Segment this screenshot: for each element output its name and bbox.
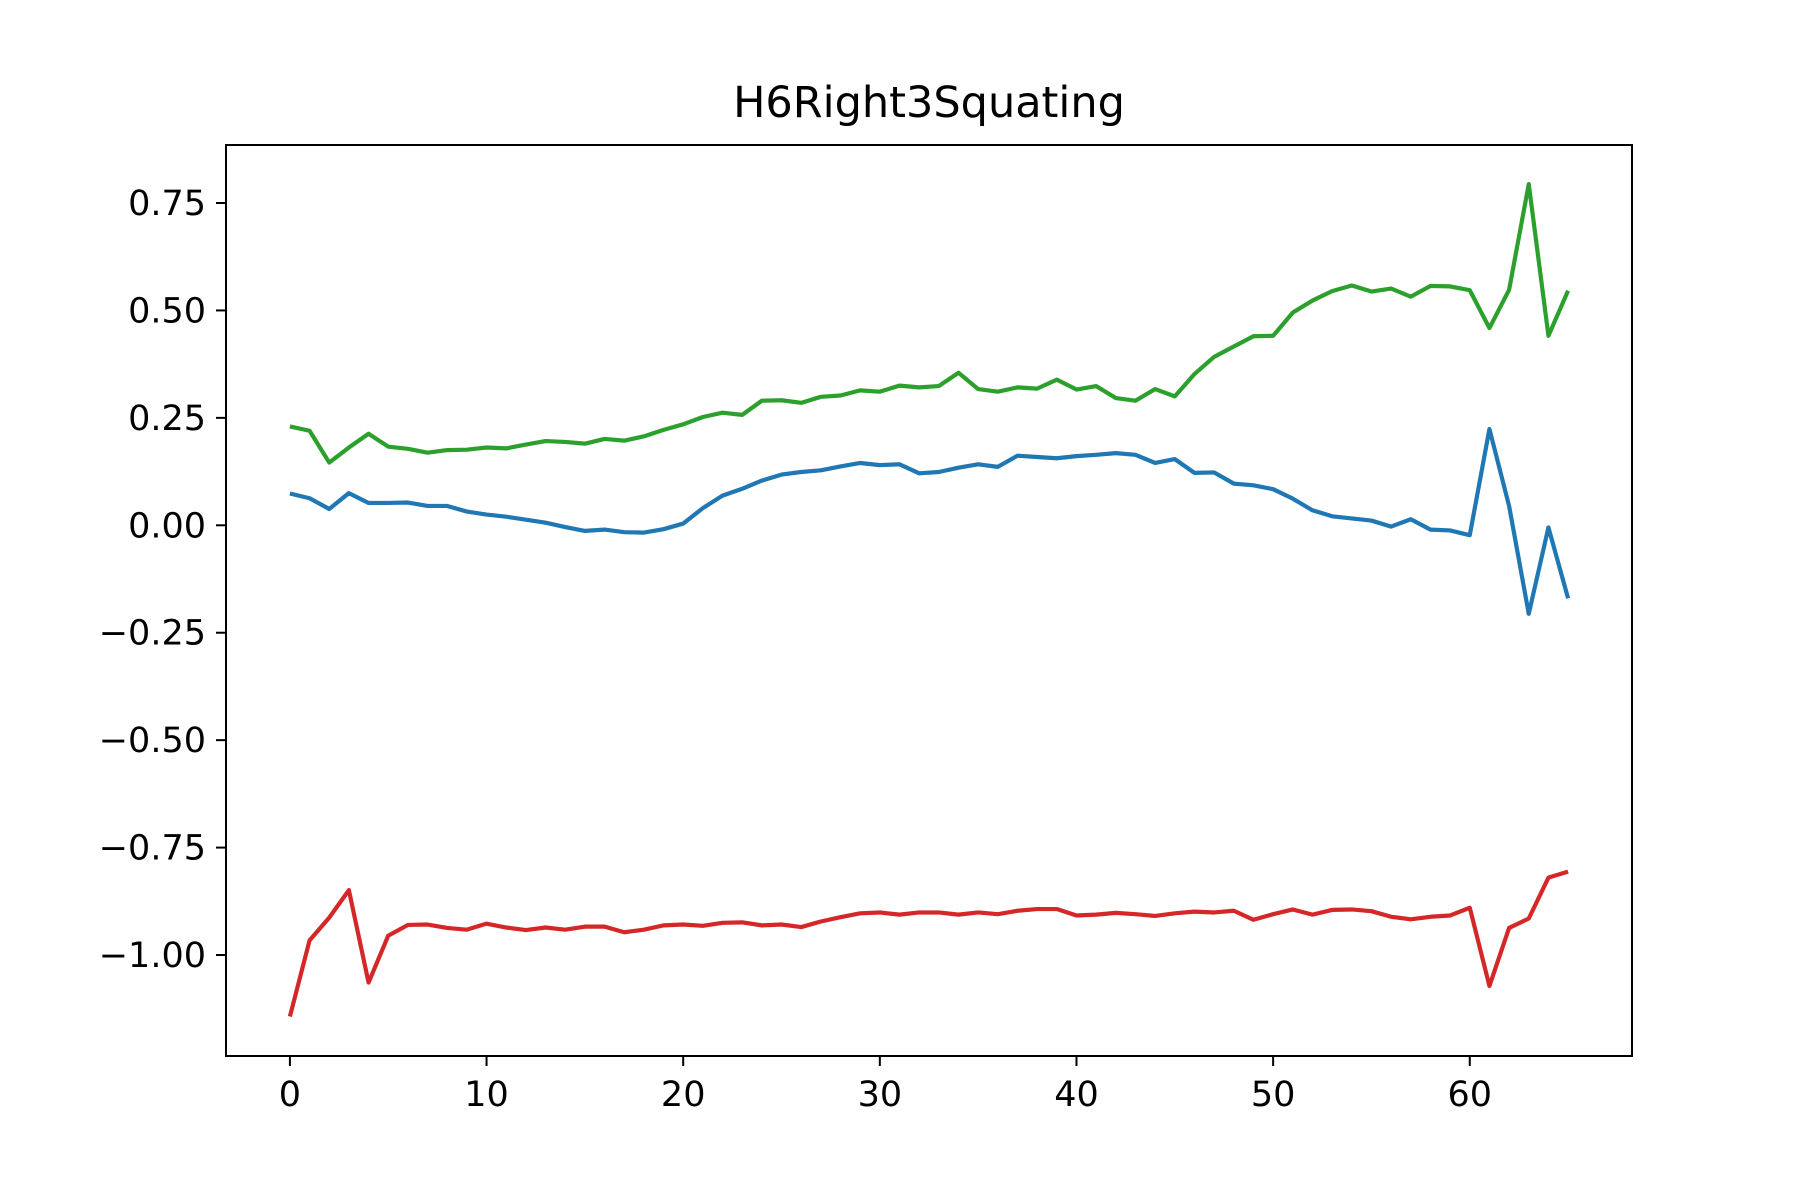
x-tick-label: 0 — [279, 1075, 301, 1115]
y-tick-label: −0.50 — [99, 721, 206, 761]
x-axis: 0 10 20 30 40 50 60 — [279, 1056, 1492, 1115]
y-tick-label: −1.00 — [99, 936, 206, 976]
x-tick-label: 40 — [1054, 1075, 1099, 1115]
x-tick-label: 30 — [858, 1075, 903, 1115]
y-tick-label: 0.75 — [128, 184, 206, 224]
y-tick-label: −0.25 — [99, 614, 206, 654]
series-line-1 — [289, 426, 1571, 616]
x-tick-label: 20 — [661, 1075, 706, 1115]
plot-frame — [225, 144, 1633, 1057]
x-tick-label: 50 — [1251, 1075, 1296, 1115]
y-tick-label: 0.50 — [128, 291, 206, 331]
x-tick-label: 60 — [1447, 1075, 1492, 1115]
chart-title: H6Right3Squating — [733, 78, 1125, 128]
series-line-2 — [289, 182, 1571, 465]
y-tick-label: −0.75 — [99, 829, 206, 869]
y-tick-label: 0.25 — [128, 399, 206, 439]
y-tick-label: 0.00 — [128, 506, 206, 546]
y-axis: 0.75 0.50 0.25 0.00 −0.25 −0.50 −0.75 −1.00 — [99, 184, 226, 976]
series-layer — [287, 182, 1571, 1017]
series-line-3 — [287, 869, 1569, 1017]
x-tick-label: 10 — [464, 1075, 509, 1115]
